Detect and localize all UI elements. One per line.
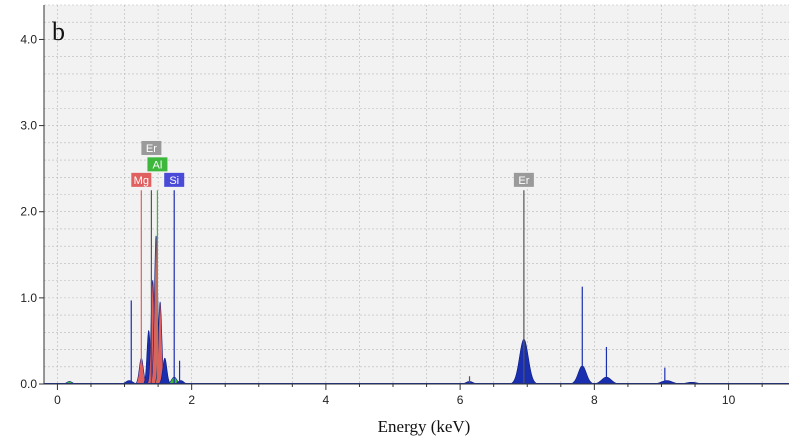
x-tick-label: 10 (722, 393, 736, 407)
y-tick-label: 3.0 (20, 119, 37, 133)
x-tick-label: 4 (323, 393, 330, 407)
axes (39, 5, 789, 390)
element-label: Al (153, 159, 163, 171)
element-label: Mg (134, 175, 149, 187)
y-tick-label: 0.0 (20, 377, 37, 391)
gridlines (44, 4, 789, 384)
element-label-box (513, 172, 534, 187)
tick-labels: 0 2 4 6 8 10 0.0 1.0 2.0 3.0 4.0 (20, 32, 735, 407)
element-label-box (147, 157, 168, 172)
x-tick-label: 8 (591, 393, 598, 407)
y-tick-label: 2.0 (20, 205, 37, 219)
x-tick-label: 6 (457, 393, 464, 407)
element-label: Si (169, 175, 179, 187)
panel-label: b (52, 17, 65, 46)
element-labels: Er Al Mg Si Er (131, 140, 534, 187)
element-label-box (141, 140, 162, 155)
element-label-box (131, 172, 152, 187)
y-tick-label: 4.0 (20, 32, 37, 46)
element-label-box (164, 172, 185, 187)
element-label: Er (518, 175, 529, 187)
y-tick-label: 1.0 (20, 291, 37, 305)
x-tick-label: 0 (54, 393, 61, 407)
element-label: Er (146, 143, 157, 155)
x-axis-label: Energy (keV) (378, 417, 471, 436)
x-tick-label: 2 (188, 393, 195, 407)
